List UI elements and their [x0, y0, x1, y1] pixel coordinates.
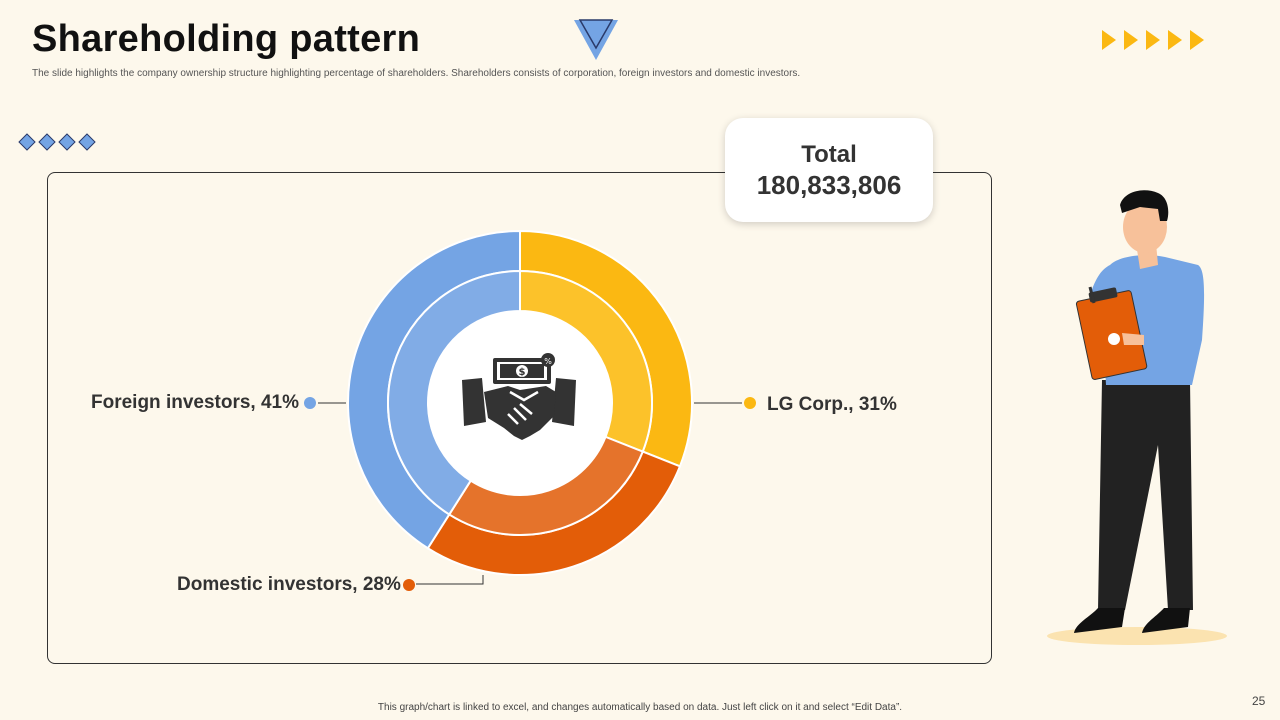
arrows-decoration-icon	[1102, 30, 1204, 50]
svg-text:%: %	[544, 357, 552, 366]
legend-label-foreign-investors: Foreign investors, 41%	[91, 392, 300, 413]
person-with-clipboard-illustration	[1047, 190, 1227, 645]
triangle-decoration-icon	[574, 19, 618, 60]
chart-frame	[47, 172, 992, 664]
diamonds-decoration-icon	[18, 133, 96, 151]
svg-text:$: $	[519, 367, 526, 378]
handshake-money-icon: $ %	[462, 353, 576, 440]
legend-dot-lg-corp	[744, 397, 756, 409]
slide-subtitle: The slide highlights the company ownersh…	[32, 68, 801, 79]
connector-domestic-investors	[416, 575, 484, 585]
legend-label-lg-corp: LG Corp., 31%	[767, 394, 897, 415]
legend-dot-domestic-investors	[403, 579, 415, 591]
legend-dot-foreign-investors	[304, 397, 316, 409]
footer-note: This graph/chart is linked to excel, and…	[377, 702, 903, 713]
legend-label-domestic-investors: Domestic investors, 28%	[177, 574, 401, 595]
page-number: 25	[1252, 694, 1266, 708]
total-label: Total	[801, 141, 857, 168]
slide-title: Shareholding pattern	[32, 18, 421, 60]
total-value: 180,833,806	[756, 170, 902, 200]
total-card: Total 180,833,806	[725, 118, 933, 222]
